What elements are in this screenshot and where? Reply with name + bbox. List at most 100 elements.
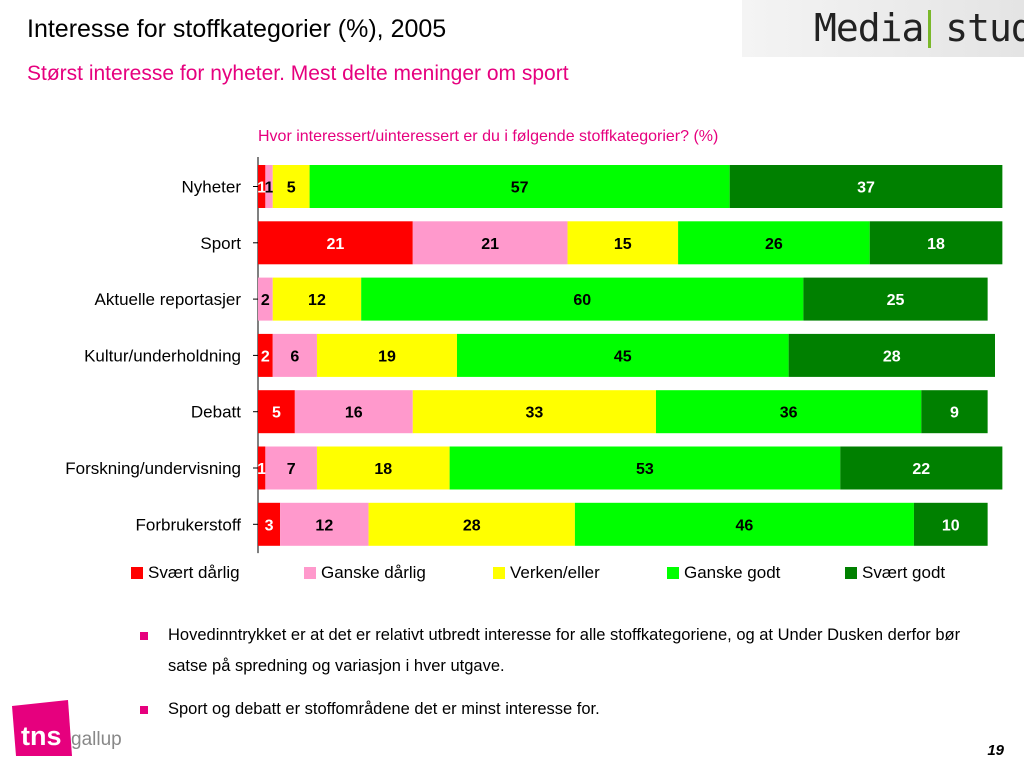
legend-swatch [493, 567, 505, 579]
category-label: Sport [200, 234, 241, 253]
logo-text: Media stud [814, 6, 1024, 50]
bullet-text: Hovedinntrykket er at det er relativt ut… [168, 626, 961, 675]
tns-logo-brand: tns [21, 721, 62, 751]
bar-segment [258, 446, 266, 490]
data-label: 2 [261, 348, 270, 365]
data-label: 3 [265, 517, 274, 534]
data-label: 12 [308, 292, 326, 309]
data-label: 10 [942, 517, 960, 534]
bar-segment [258, 165, 266, 208]
data-label: 57 [511, 180, 529, 197]
bar-segment [294, 390, 413, 434]
data-label: 1 [257, 461, 266, 478]
data-label: 1 [265, 180, 274, 197]
bullet-square-icon [140, 706, 148, 714]
bar-segment [258, 502, 281, 546]
data-label: 7 [287, 461, 296, 478]
data-label: 45 [614, 348, 632, 365]
bar-segment [803, 277, 988, 321]
data-label: 22 [912, 461, 930, 478]
bar-segment [265, 165, 273, 208]
bar-segment [574, 502, 914, 546]
bullet-text: Sport og debatt er stoffområdene det er … [168, 700, 600, 718]
bar-segment [272, 165, 310, 208]
bar-segment [309, 165, 730, 208]
bar-segment [258, 390, 295, 434]
data-label: 25 [887, 292, 905, 309]
bar-segment [678, 221, 870, 265]
data-label: 18 [374, 461, 392, 478]
bar-segment [788, 333, 995, 377]
bar-segment [655, 390, 922, 434]
tns-logo-sub: gallup [71, 729, 122, 750]
bar-segment [913, 502, 988, 546]
data-label: 1 [257, 180, 266, 197]
legend-label: Ganske godt [684, 563, 781, 582]
bar-segment [412, 390, 656, 434]
data-label: 5 [272, 405, 281, 422]
bar-segment [258, 333, 273, 377]
data-label: 36 [780, 405, 798, 422]
legend-swatch [131, 567, 143, 579]
legend-label: Ganske dårlig [321, 563, 426, 582]
bar-segment [316, 446, 450, 490]
legend-label: Verken/eller [510, 563, 600, 582]
bar-segment [265, 446, 317, 490]
data-label: 6 [290, 348, 299, 365]
data-label: 16 [345, 405, 363, 422]
data-label: 33 [525, 405, 543, 422]
bar-segment [869, 221, 1003, 265]
tns-logo-shape [12, 700, 72, 756]
data-label: 26 [765, 236, 783, 253]
data-label: 2 [261, 292, 270, 309]
bar-segment [258, 221, 413, 265]
bullet-square-icon [140, 632, 148, 640]
category-label: Debatt [191, 403, 241, 422]
bar-segment [316, 333, 457, 377]
legend-swatch [304, 567, 316, 579]
category-label: Nyheter [181, 178, 241, 197]
legend-swatch [845, 567, 857, 579]
data-label: 15 [614, 236, 632, 253]
bar-segment [840, 446, 1003, 490]
category-label: Forskning/undervisning [65, 459, 241, 478]
slide-title: Interesse for stoffkategorier (%), 2005 [27, 15, 447, 43]
bar-segment [449, 446, 841, 490]
bar-segment [280, 502, 369, 546]
logo-separator [928, 10, 931, 48]
page-number: 19 [987, 742, 1004, 759]
bar-segment [272, 333, 317, 377]
chart-title: Hvor interessert/uinteressert er du i fø… [258, 128, 719, 145]
legend-swatch [667, 567, 679, 579]
data-label: 46 [736, 517, 754, 534]
bar-segment [412, 221, 568, 265]
data-label: 12 [315, 517, 333, 534]
category-label: Kultur/underholdning [84, 346, 241, 365]
bar-segment [368, 502, 575, 546]
legend-label: Svært dårlig [148, 563, 240, 582]
data-label: 18 [927, 236, 945, 253]
mediastud-logo: Media stud [742, 0, 1024, 57]
tns-gallup-logo: tns gallup [12, 700, 122, 756]
data-label: 28 [883, 348, 901, 365]
slide-subtitle: Størst interesse for nyheter. Mest delte… [27, 62, 569, 85]
data-label: 37 [857, 180, 875, 197]
data-label: 60 [573, 292, 591, 309]
bar-segment [567, 221, 679, 265]
bar-segment [729, 165, 1003, 208]
bullet-list: Hovedinntrykket er at det er relativt ut… [140, 620, 970, 737]
data-label: 19 [378, 348, 396, 365]
bar-segment [456, 333, 789, 377]
bar-segment [361, 277, 804, 321]
data-label: 21 [326, 236, 344, 253]
category-label: Forbrukerstoff [135, 515, 241, 534]
data-label: 28 [463, 517, 481, 534]
data-label: 21 [481, 236, 499, 253]
bullet-item: Sport og debatt er stoffområdene det er … [140, 694, 970, 725]
data-label: 53 [636, 461, 654, 478]
bar-segment [921, 390, 988, 434]
category-label: Aktuelle reportasjer [95, 290, 242, 309]
legend-label: Svært godt [862, 563, 945, 582]
bar-segment [258, 277, 273, 321]
